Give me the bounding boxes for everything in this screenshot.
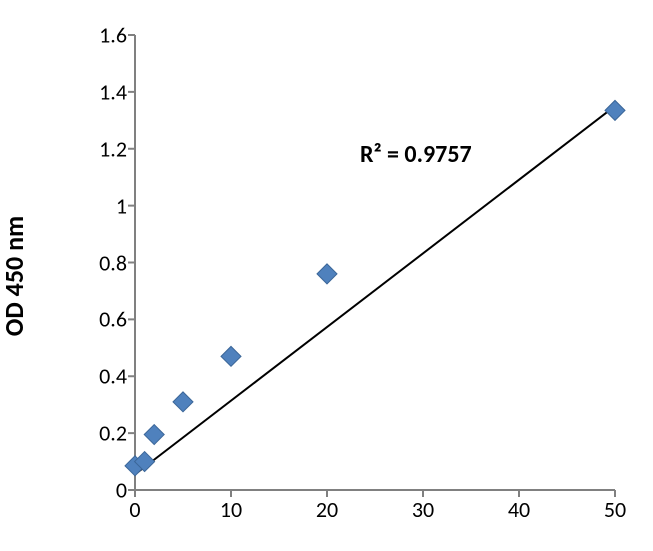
x-tick-label: 0 bbox=[129, 496, 140, 523]
y-axis-label: OD 450 nm bbox=[0, 215, 30, 335]
x-tick-label: 50 bbox=[604, 496, 626, 523]
plot-area: 00.20.40.60.811.21.41.601020304050 bbox=[135, 35, 615, 490]
y-tick-label: 0.8 bbox=[79, 249, 127, 276]
r-squared-annotation: R² = 0.9757 bbox=[360, 140, 472, 169]
y-tick-label: 1 bbox=[79, 192, 127, 219]
y-tick-label: 1.4 bbox=[79, 78, 127, 105]
x-tick-label: 10 bbox=[220, 496, 242, 523]
scatter-chart: OD 450 nm 00.20.40.60.811.21.41.60102030… bbox=[0, 0, 653, 551]
data-point bbox=[173, 392, 193, 412]
y-tick-label: 1.2 bbox=[79, 135, 127, 162]
y-tick-label: 0.6 bbox=[79, 306, 127, 333]
x-tick-label: 30 bbox=[412, 496, 434, 523]
plot-svg bbox=[135, 35, 615, 490]
x-tick-label: 20 bbox=[316, 496, 338, 523]
data-point bbox=[221, 346, 241, 366]
data-point bbox=[144, 425, 164, 445]
x-tick-label: 40 bbox=[508, 496, 530, 523]
data-point bbox=[605, 100, 625, 120]
y-tick-label: 0.4 bbox=[79, 363, 127, 390]
y-tick-label: 0.2 bbox=[79, 420, 127, 447]
axes bbox=[135, 35, 615, 490]
y-tick-label: 0 bbox=[79, 477, 127, 504]
data-point bbox=[317, 264, 337, 284]
y-tick-label: 1.6 bbox=[79, 22, 127, 49]
